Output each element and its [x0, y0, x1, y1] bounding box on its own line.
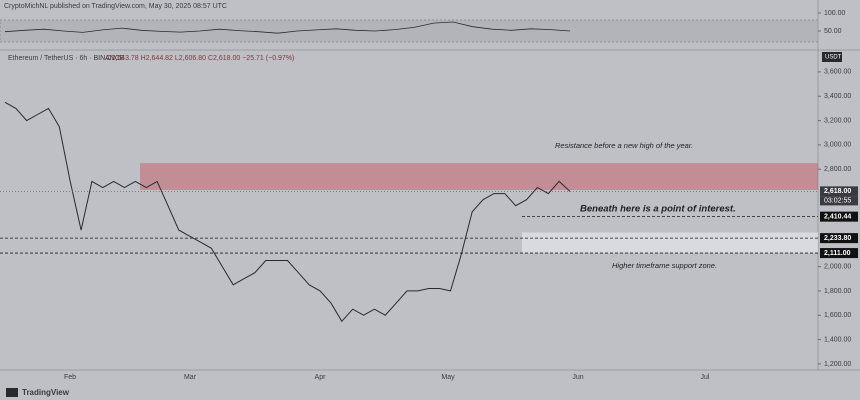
y-tick-label: 1,800.00	[824, 288, 851, 295]
y-tick-label: 2,800.00	[824, 166, 851, 173]
currency: USDT	[825, 55, 842, 61]
y-tick-label: 3,000.00	[824, 142, 851, 149]
y-tick-label: 50.00	[824, 28, 842, 35]
annotation: Beneath here is a point of interest.	[580, 204, 736, 215]
logo	[6, 388, 18, 397]
annotation: Resistance before a new high of the year…	[555, 141, 693, 150]
price-line	[4, 21, 571, 34]
countdown-bg	[820, 196, 858, 206]
y-tick-label: 1,400.00	[824, 336, 851, 343]
currency-box	[822, 52, 842, 62]
x-tick-label: Apr	[315, 374, 327, 381]
y-tick-label: 3,200.00	[824, 117, 851, 124]
price-tag-bg	[820, 233, 858, 244]
rsi-band	[0, 19, 819, 43]
price-tag-bg	[820, 186, 858, 197]
x-tick-label: Feb	[64, 374, 76, 381]
x-tick-label: Mar	[184, 374, 197, 381]
y-tick-label: 1,200.00	[824, 361, 851, 368]
price-tag: 2,410.44	[824, 213, 851, 220]
x-tick-label: Jun	[572, 374, 583, 381]
y-tick-label: 2,000.00	[824, 263, 851, 270]
countdown: 03:02:55	[824, 198, 851, 205]
y-tick-label: 3,400.00	[824, 93, 851, 100]
price-tag: 2,111.00	[824, 250, 851, 257]
zone	[140, 163, 818, 190]
y-tick-label: 100.00	[824, 10, 846, 17]
ohlc: O2,643.78 H2,644.82 L2,606.80 C2,618.00 …	[106, 55, 294, 62]
price-tag-bg	[820, 248, 858, 259]
zone	[522, 232, 818, 254]
annotation: Higher timeframe support zone.	[612, 261, 717, 270]
y-tick-label: 3,600.00	[824, 69, 851, 76]
footer: TradingView	[22, 388, 70, 397]
y-tick-label: 1,600.00	[824, 312, 851, 319]
symbol-title: Ethereum / TetherUS · 6h · BINANCE	[8, 55, 125, 62]
x-tick-label: Jul	[701, 374, 710, 381]
header: CryptoMichNL published on TradingView.co…	[4, 3, 227, 10]
price-tag: 2,233.80	[824, 235, 851, 242]
price-tag: 2,618.00	[824, 188, 851, 195]
price-line	[4, 101, 571, 323]
price-tag-bg	[820, 211, 858, 222]
x-tick-label: May	[441, 374, 455, 381]
